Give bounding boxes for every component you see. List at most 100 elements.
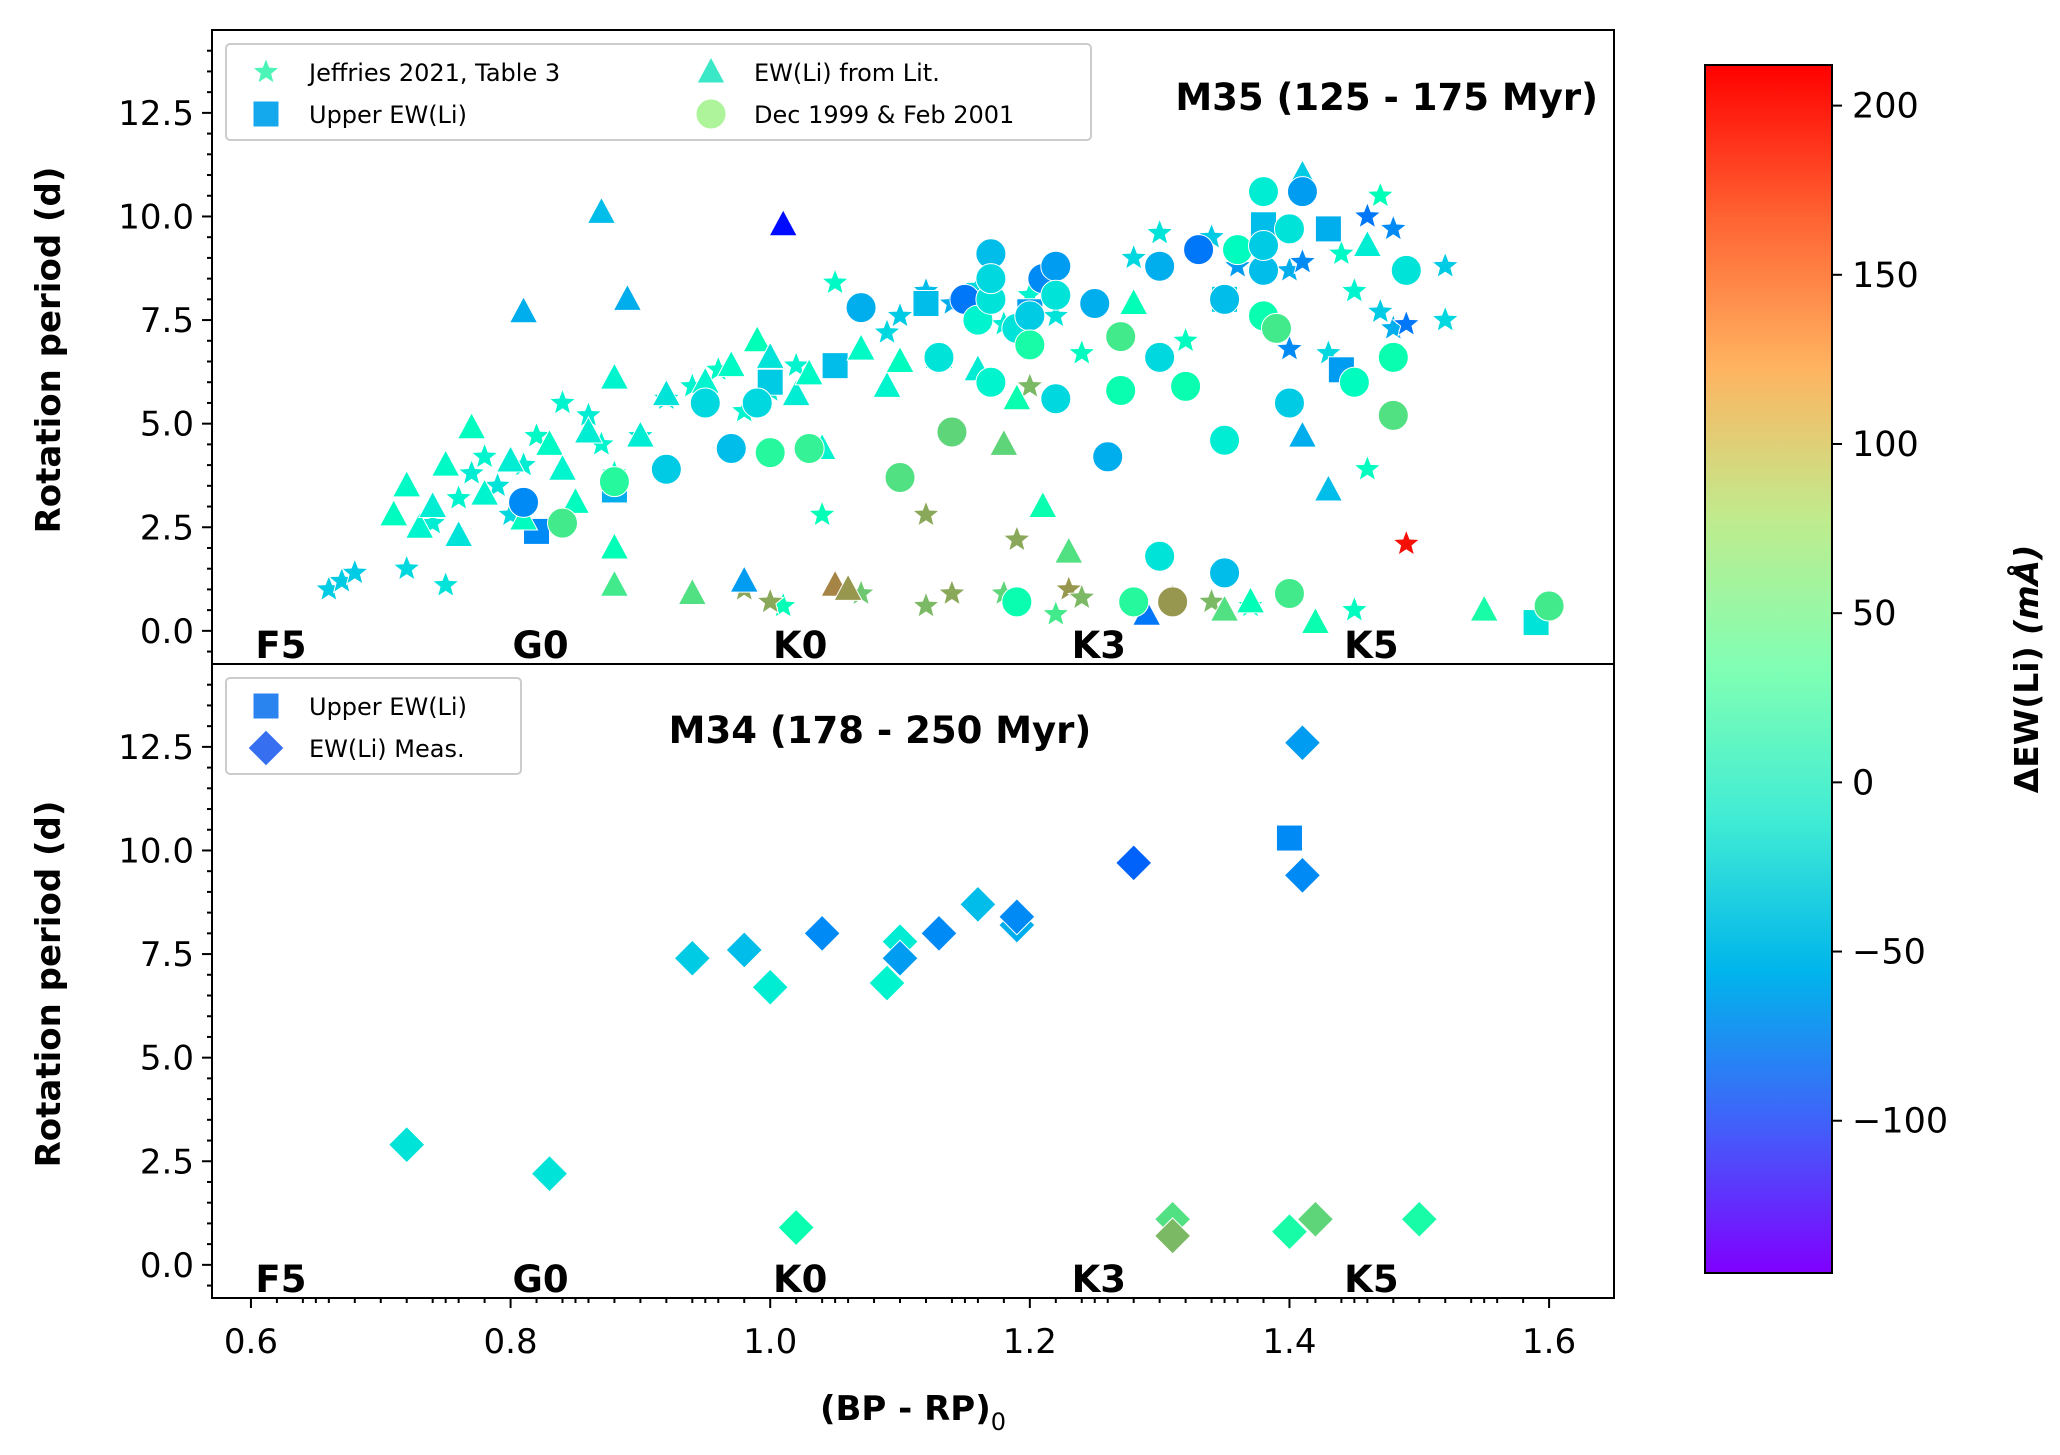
data-point-star [1365,180,1395,209]
data-point-triangle [404,511,435,539]
data-point-star [431,569,461,598]
legend-marker-circle [695,98,727,130]
data-point-star [1430,304,1460,333]
data-point-triangle [1469,594,1500,622]
data-point-triangle [651,378,682,407]
y-tick-label: 2.5 [140,508,194,548]
x-tick-label: 0.6 [224,1322,278,1362]
x-axis-label-subscript: 0 [991,1408,1006,1436]
y-tick-label: 10.0 [118,831,194,871]
data-point-star [1041,300,1071,329]
data-point-circle [1209,283,1241,315]
data-point-circle [1157,586,1189,618]
y-tick-label: 2.5 [140,1142,194,1182]
data-point-diamond [803,914,841,953]
data-point-triangle [1002,382,1032,411]
data-point-diamond [725,931,763,969]
data-point-triangle [560,486,591,514]
data-point-triangle [1352,229,1383,257]
colorbar-gradient [1704,64,1833,1274]
spectral-type-k3: K3 [1072,624,1126,667]
data-point-circle [1014,329,1046,361]
data-point-diamond [1114,844,1153,882]
data-point-circle [1092,441,1124,473]
data-point-circle [1105,321,1137,353]
markers-bottom [388,724,1438,1255]
data-point-star [1352,201,1383,229]
data-point-diamond [881,939,919,977]
data-point-circle [1144,341,1176,373]
data-point-diamond [388,1125,426,1164]
data-point-triangle [417,490,448,519]
data-point-star [937,578,967,607]
data-point-circle [936,416,968,448]
colorbar-tick-label: −100 [1852,1102,1948,1142]
data-point-square [1314,215,1342,243]
data-point-triangle [495,444,526,473]
data-point-circle [741,387,773,419]
data-point-circle [1273,213,1305,245]
data-point-triangle [1235,585,1266,614]
data-point-star [1287,246,1318,275]
data-point-triangle [1300,606,1331,635]
data-point-triangle [989,428,1019,456]
data-point-star [1391,308,1421,337]
data-point-circle [1209,424,1241,456]
spectral-type-k3: K3 [1072,1258,1126,1301]
spectral-type-g0: G0 [513,624,569,667]
data-point-circle [715,433,747,465]
spectral-type-k0: K0 [773,1258,827,1301]
panel-m34: 0.6 0.8 1.0 1.2 1.4 1.6 0.0 2.5 5.0 7.5 10.0 12.5 F… [29,663,1615,1362]
legend-bottom: Upper EW(Li) EW(Li) Meas. [225,677,522,775]
legend-label: Upper EW(Li) [309,101,467,129]
legend-label: Upper EW(Li) [309,693,467,721]
data-point-star [1339,594,1370,623]
data-point-diamond [920,914,958,953]
data-point-star [392,553,422,582]
y-axis-label-bottom: Rotation period (d) [29,801,69,1168]
legend-box [225,43,1092,141]
legend-label: Jeffries 2021, Table 3 [307,59,560,87]
data-point-triangle [872,370,902,398]
y-tick-label: 0.0 [140,1246,194,1286]
data-point-triangle [1209,594,1240,622]
data-point-star [755,586,785,615]
spectral-type-k5: K5 [1344,624,1398,667]
data-point-star [807,499,837,528]
data-point-square [912,289,940,317]
spectral-type-labels-bottom: F5 G0 K0 K3 K5 [255,1258,1398,1301]
data-point-triangle [794,357,824,386]
data-point-circle [547,507,578,539]
colorbar-tick-label: 50 [1852,594,1897,634]
data-point-circle [1273,578,1305,610]
data-point-triangle [1053,536,1084,564]
data-point-star [911,499,941,528]
y-tick-label: 5.0 [140,405,194,445]
data-point-circle [1338,366,1370,398]
data-point-diamond [673,939,712,977]
data-point-star [469,441,500,470]
data-point-star [911,590,941,619]
data-point-star [781,350,811,379]
x-tick-label: 0.8 [484,1322,538,1362]
axis-ticks-top: 0.0 2.5 5.0 7.5 10.0 12.5 [118,49,1551,674]
data-point-triangle [534,428,565,456]
data-point-diamond [998,898,1036,936]
data-point-triangle [612,283,643,311]
data-point-star [872,317,902,345]
data-point-square [821,352,849,380]
data-point-triangle [846,333,876,361]
panel-m35: 0.0 2.5 5.0 7.5 10.0 12.5 F5 G0 K0 K3 K5 M35 (125… [29,29,1615,674]
data-point-circle [1248,176,1279,208]
data-point-diamond [1283,724,1322,762]
data-point-circle [754,437,786,469]
data-point-triangle [469,478,500,506]
data-point-circle [1079,287,1111,319]
data-point-circle [845,292,877,324]
data-point-star [1430,250,1460,279]
data-point-triangle [573,415,604,444]
data-point-circle [1183,234,1215,266]
data-point-diamond [530,1154,569,1193]
data-point-star [1170,325,1201,354]
